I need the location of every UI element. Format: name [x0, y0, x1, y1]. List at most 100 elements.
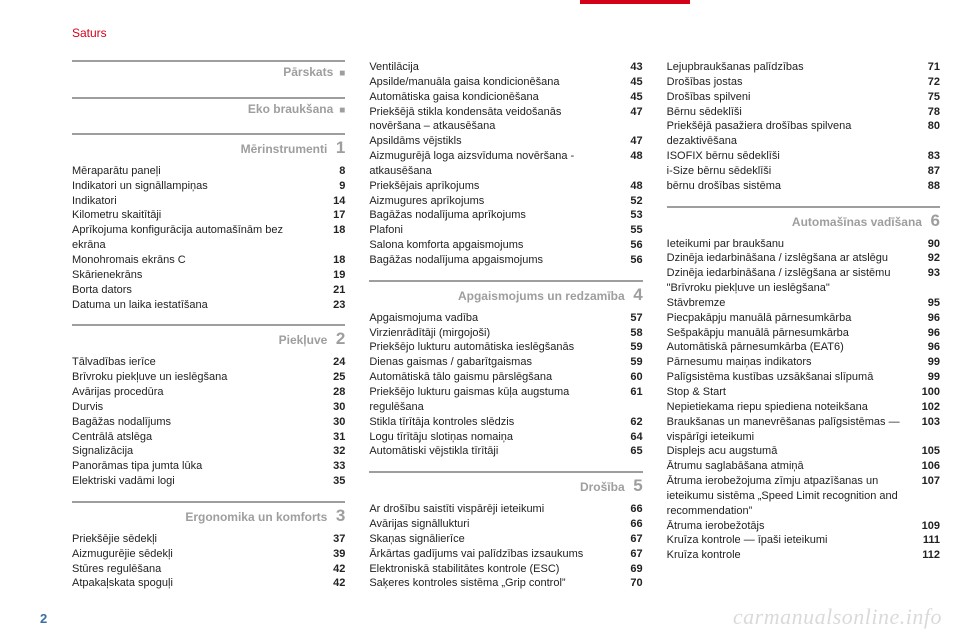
- toc-item: Ātruma ierobežotājs 109: [667, 519, 940, 534]
- toc-page: 96: [916, 311, 940, 326]
- toc-item: Monohromais ekrāns C18: [72, 253, 345, 268]
- toc-page: 42: [321, 562, 345, 577]
- toc-label: Sešpakāpju manuālā pārnesumkārba: [667, 326, 910, 341]
- toc-page: 53: [619, 208, 643, 223]
- toc-page: 30: [321, 415, 345, 430]
- section-header: Eko braukšana ■: [72, 97, 345, 118]
- toc-label: Skaņas signālierīce: [369, 532, 612, 547]
- toc-item: Tālvadības ierīce24: [72, 355, 345, 370]
- toc-page: 61: [619, 385, 643, 400]
- toc-page: 67: [619, 532, 643, 547]
- toc-item: Nepietiekama riepu spiediena noteikšana1…: [667, 400, 940, 415]
- toc-label: Saķeres kontroles sistēma „Grip control”: [369, 576, 612, 591]
- toc-label: Priekšējo lukturu automātiska ieslēgšanā…: [369, 340, 612, 355]
- toc-item: Priekšējo lukturu automātiska ieslēgšanā…: [369, 340, 642, 355]
- watermark: carmanualsonline.info: [733, 604, 942, 630]
- toc-label: Dienas gaismas / gabarītgaismas: [369, 355, 612, 370]
- toc-item: Bagāžas nodalījuma aprīkojums 53: [369, 208, 642, 223]
- toc-item: Ar drošību saistīti vispārēji ieteikumi6…: [369, 502, 642, 517]
- toc-page: 92: [916, 251, 940, 266]
- section-number: 5: [631, 475, 643, 498]
- toc-item: Aizmugures aprīkojums52: [369, 194, 642, 209]
- toc-item: Priekšējie sēdekļi37: [72, 532, 345, 547]
- toc-item: Ventilācija43: [369, 60, 642, 75]
- toc-page: 102: [916, 400, 940, 415]
- toc-item: Automātiska gaisa kondicionēšana45: [369, 90, 642, 105]
- toc-page: 32: [321, 444, 345, 459]
- toc-item: Ātrumu saglabāšana atmiņā106: [667, 459, 940, 474]
- toc-label: Bērnu sēdeklīši: [667, 105, 910, 120]
- toc-page: 33: [321, 459, 345, 474]
- toc-item: Stop & Start100: [667, 385, 940, 400]
- toc-label: Ventilācija: [369, 60, 612, 75]
- toc-item: Indikatori un signāllampiņas9: [72, 179, 345, 194]
- toc-item: Kruīza kontrole — īpaši ieteikumi111: [667, 533, 940, 548]
- toc-label: Stop & Start: [667, 385, 910, 400]
- toc-label: Indikatori un signāllampiņas: [72, 179, 315, 194]
- toc-item: Kilometru skaitītāji17: [72, 208, 345, 223]
- section-number: 2: [333, 328, 345, 351]
- section-number: 6: [928, 210, 940, 233]
- toc-page: 111: [916, 533, 940, 548]
- square-icon: ■: [339, 104, 345, 118]
- toc-label: Kruīza kontrole: [667, 548, 910, 563]
- toc-label: Elektriski vadāmi logi: [72, 474, 315, 489]
- section-title: Eko braukšana: [248, 101, 333, 117]
- toc-item: Skaņas signālierīce 67: [369, 532, 642, 547]
- toc-page: 56: [619, 253, 643, 268]
- toc-page: 66: [619, 517, 643, 532]
- toc-page: 112: [916, 548, 940, 563]
- toc-page: 99: [916, 370, 940, 385]
- toc-label: Salona komforta apgaismojums: [369, 238, 612, 253]
- toc-item: Centrālā atslēga31: [72, 430, 345, 445]
- toc-page: 78: [916, 105, 940, 120]
- toc-page: 35: [321, 474, 345, 489]
- toc-page: 69: [619, 562, 643, 577]
- toc-item: Bagāžas nodalījums 30: [72, 415, 345, 430]
- toc-page: 21: [321, 283, 345, 298]
- toc-item: Avārijas signāllukturi66: [369, 517, 642, 532]
- toc-page: 59: [619, 355, 643, 370]
- toc-page: 59: [619, 340, 643, 355]
- toc-label: Automātiskā tālo gaismu pārslēgšana: [369, 370, 612, 385]
- toc-item: Stāvbremze95: [667, 296, 940, 311]
- toc-page: 48: [619, 149, 643, 164]
- toc-page: 96: [916, 340, 940, 355]
- toc-item: Apsildāms vējstikls47: [369, 134, 642, 149]
- toc-page: 105: [916, 444, 940, 459]
- section-header: Mērinstrumenti1: [72, 133, 345, 160]
- toc-page: 96: [916, 326, 940, 341]
- toc-label: Bagāžas nodalījuma aprīkojums: [369, 208, 612, 223]
- toc-item: Priekšējā pasažiera drošības spilvena de…: [667, 119, 940, 149]
- toc-item: Elektriski vadāmi logi 35: [72, 474, 345, 489]
- toc-page: 52: [619, 194, 643, 209]
- toc-item: Dzinēja iedarbināšana / izslēgšana ar at…: [667, 251, 940, 266]
- toc-label: Bagāžas nodalījums: [72, 415, 315, 430]
- toc-label: Durvis: [72, 400, 315, 415]
- toc-label: Ātruma ierobežotājs: [667, 519, 910, 534]
- toc-label: Drošības jostas: [667, 75, 910, 90]
- toc-page: 75: [916, 90, 940, 105]
- toc-page: 80: [916, 119, 940, 134]
- toc-page: 56: [619, 238, 643, 253]
- toc-label: Apgaismojuma vadība: [369, 311, 612, 326]
- toc-item: Priekšējais aprīkojums48: [369, 179, 642, 194]
- toc-page: 48: [619, 179, 643, 194]
- toc-page: 18: [321, 253, 345, 268]
- toc-label: Automātiski vējstikla tīrītāji: [369, 444, 612, 459]
- header-red-bar: [580, 0, 690, 4]
- toc-item: Automātiski vējstikla tīrītāji65: [369, 444, 642, 459]
- toc-page: 18: [321, 223, 345, 238]
- toc-item: Brīvroku piekļuve un ieslēgšana25: [72, 370, 345, 385]
- toc-columns: Pārskats■Eko braukšana■Mērinstrumenti1Mē…: [72, 60, 940, 600]
- toc-item: Bagāžas nodalījuma apgaismojums56: [369, 253, 642, 268]
- toc-page: 109: [916, 519, 940, 534]
- toc-page: 67: [619, 547, 643, 562]
- toc-item: Kruīza kontrole 112: [667, 548, 940, 563]
- toc-label: Priekšējā stikla kondensāta veidošanās n…: [369, 105, 612, 135]
- toc-item: Sešpakāpju manuālā pārnesumkārba 96: [667, 326, 940, 341]
- section-header: Ergonomika un komforts3: [72, 501, 345, 528]
- toc-page: 99: [916, 355, 940, 370]
- toc-page: 25: [321, 370, 345, 385]
- toc-item: Drošības spilveni75: [667, 90, 940, 105]
